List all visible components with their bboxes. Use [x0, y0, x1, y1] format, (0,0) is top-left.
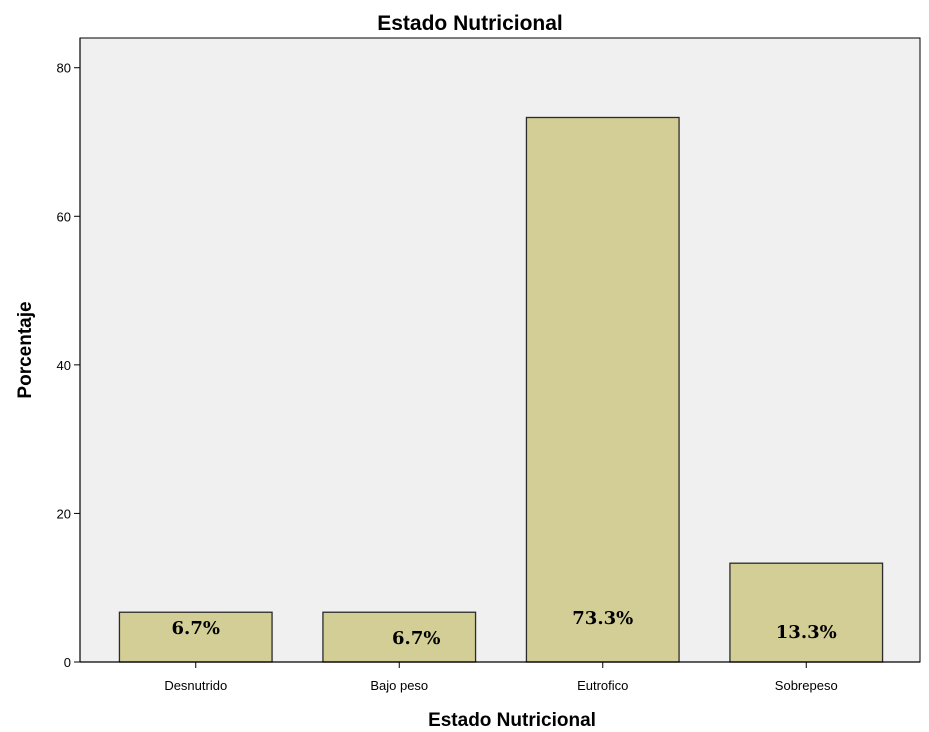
- y-tick-label: 0: [64, 655, 71, 670]
- bar-bajo-peso: [322, 611, 477, 663]
- data-label: 13.3%: [776, 622, 837, 643]
- y-tick-label: 40: [57, 358, 71, 373]
- y-tick-label: 60: [57, 209, 71, 224]
- x-tick-label: Eutrofico: [577, 678, 628, 693]
- y-tick-label: 20: [57, 506, 71, 521]
- x-axis: Desnutrido Bajo peso Eutrofico Sobrepeso: [80, 661, 920, 693]
- plot-area: [79, 37, 921, 663]
- bar-desnutrido: [118, 611, 273, 663]
- x-axis-title: Estado Nutricional: [428, 710, 596, 731]
- y-tick-label: 80: [57, 61, 71, 76]
- y-axis-title: Porcentaje: [15, 301, 36, 398]
- x-tick-label: Sobrepeso: [775, 678, 838, 693]
- x-tick-label: Desnutrido: [164, 678, 227, 693]
- y-axis: 0 20 40 60 80: [57, 38, 81, 670]
- data-label: 73.3%: [572, 608, 633, 629]
- data-labels: 6.7% 6.7% 73.3% 13.3%: [172, 608, 837, 649]
- data-label: 6.7%: [392, 628, 440, 649]
- chart-title: Estado Nutricional: [377, 12, 563, 35]
- bar-eutrofico: [525, 116, 680, 663]
- x-tick-label: Bajo peso: [370, 678, 428, 693]
- bar-sobrepeso: [729, 562, 884, 663]
- bars: [118, 116, 884, 663]
- data-label: 6.7%: [172, 618, 220, 639]
